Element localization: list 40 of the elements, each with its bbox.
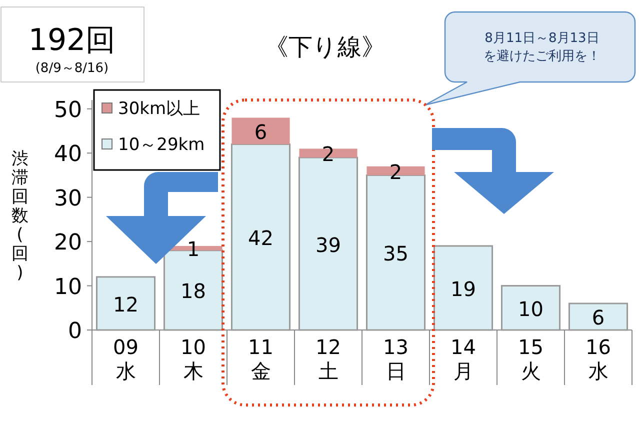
y-tick-label: 10 [54, 274, 82, 300]
data-label: 42 [248, 226, 274, 250]
data-label: 2 [389, 160, 402, 184]
bar [433, 245, 494, 331]
bar [232, 118, 290, 144]
text: を避けたご利用を！ [484, 49, 600, 64]
data-label: 12 [113, 292, 138, 316]
data-label: 1 [186, 237, 200, 262]
data-label: 18 [180, 279, 206, 304]
x-tick-label: 14 月 [450, 335, 476, 383]
y-axis-title: 渋滞回数(回) [12, 149, 28, 283]
bar [230, 143, 291, 331]
x-tick-label: 12 土 [316, 335, 341, 383]
data-label: 19 [450, 276, 476, 301]
bar [568, 302, 628, 331]
x-tick-label: 13 日 [383, 335, 408, 383]
y-tick-label: 0 [68, 319, 82, 344]
bar [500, 285, 561, 331]
x-tick-label: 11 金 [248, 335, 274, 383]
x-tick-label: 16 水 [586, 335, 611, 383]
data-label: 6 [592, 306, 605, 330]
data-label: 35 [383, 242, 408, 266]
x-tick-label: 10 木 [180, 335, 206, 383]
bar [96, 276, 156, 331]
text: (8/9～8/16) [35, 61, 109, 76]
data-label: 39 [316, 232, 341, 257]
y-tick-label: 50 [54, 98, 82, 123]
chart-title: 《下り線》 [264, 33, 386, 61]
x-tick-label: 09 水 [113, 335, 138, 383]
text: 192回 [28, 23, 116, 58]
data-label: 2 [322, 142, 335, 166]
y-tick-label: 20 [54, 230, 82, 256]
x-tick-label: 15 火 [518, 335, 544, 383]
y-tick-label: 40 [54, 142, 82, 168]
data-label: 6 [254, 120, 268, 144]
y-tick-label: 30 [54, 186, 82, 212]
legend-label: 10～29km [118, 135, 205, 155]
text: 8月11日～8月13日 [484, 31, 600, 46]
data-label: 10 [518, 296, 544, 321]
legend-label: 30km以上 [118, 99, 200, 119]
